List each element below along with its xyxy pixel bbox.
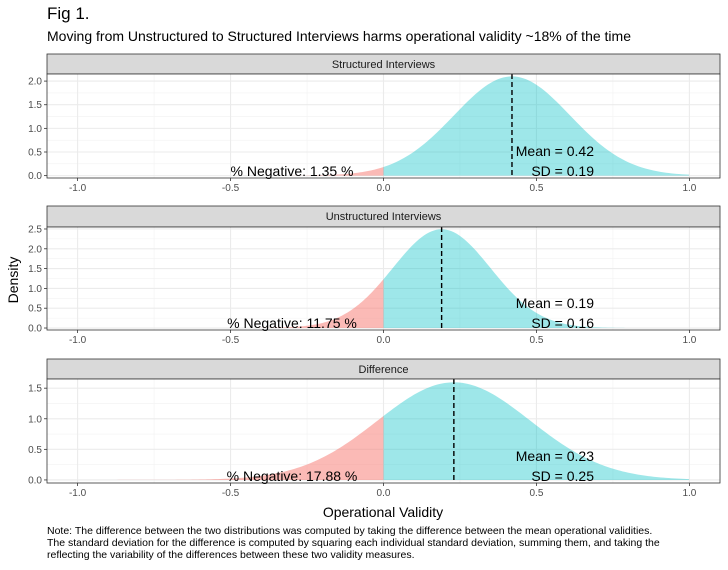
panel-1-strip-label: Structured Interviews — [332, 59, 436, 71]
panel-1-mean-label: Mean = 0.42 — [516, 143, 594, 159]
panel-2-x-tick-label: 1.0 — [682, 335, 696, 346]
panel-3-positive-area — [383, 382, 690, 480]
panel-3: Difference 0.0 0.5 1.0 1.5 -1.0 -0.5 0.0 0.5 1.0 M… — [28, 358, 721, 499]
panel-1-sd-label: SD = 0.19 — [531, 163, 594, 179]
panel-2-mean-label: Mean = 0.19 — [516, 295, 594, 311]
panel-1-x-tick-label: -0.5 — [222, 183, 240, 194]
panel-2-x-tick-label: -0.5 — [222, 335, 240, 346]
panel-3-y-tick-label: 0.0 — [28, 475, 42, 486]
panel-1: Structured Interviews 0.0 0.5 1.0 1.5 2.0 -1.0… — [28, 53, 721, 194]
panel-1-negative-area — [221, 167, 384, 176]
panel-3-y-tick-label: 0.5 — [28, 445, 42, 456]
panel-1-y-tick-label: 0.5 — [28, 148, 42, 159]
panel-1-x-tick-label: 0.5 — [530, 183, 544, 194]
panel-2-negative-label: % Negative: 11.75 % — [227, 315, 357, 331]
panel-2-x-tick-label: -1.0 — [69, 335, 87, 346]
y-axis-label: Density — [5, 257, 21, 304]
panel-2-y-tick-label: 2.5 — [28, 224, 42, 235]
panel-2-x-tick-label: 0.5 — [530, 335, 544, 346]
panel-1-y-tick-label: 2.0 — [28, 77, 42, 88]
panel-2-y-tick-label: 1.0 — [28, 284, 42, 295]
panel-3-negative-label: % Negative: 17.88 % — [227, 468, 358, 484]
note-line-2: The standard deviation for the differenc… — [47, 537, 660, 549]
panel-3-y-tick-label: 1.5 — [28, 384, 42, 395]
panel-1-x-tick-label: 0.0 — [377, 183, 391, 194]
figure-title: Moving from Unstructured to Structured I… — [47, 28, 631, 44]
panel-2: Unstructured Interviews 0.0 0.5 1.0 1.5 2.0 2.… — [28, 205, 721, 346]
panel-2-y-tick-label: 1.5 — [28, 264, 42, 275]
note-line-3: reflecting the variability of the differ… — [47, 549, 415, 561]
panel-2-y-tick-label: 0.5 — [28, 304, 42, 315]
panel-3-x-tick-label: 0.5 — [530, 488, 544, 499]
panel-2-negative-area — [196, 279, 384, 329]
panel-2-strip-label: Unstructured Interviews — [326, 211, 442, 223]
panel-3-negative-area — [77, 416, 384, 480]
panel-2-y-tick-label: 2.0 — [28, 244, 42, 255]
x-axis-label: Operational Validity — [323, 504, 443, 520]
panel-3-x-tick-label: 1.0 — [682, 488, 696, 499]
panel-3-strip-label: Difference — [359, 364, 409, 376]
panel-2-sd-label: SD = 0.16 — [531, 315, 594, 331]
panel-1-positive-area — [383, 76, 690, 176]
figure-label: Fig 1. — [47, 4, 90, 23]
panel-2-x-tick-label: 0.0 — [377, 335, 391, 346]
note-line-1: Note: The difference between the two dis… — [47, 525, 653, 537]
panel-3-mean-label: Mean = 0.23 — [516, 448, 594, 464]
panel-2-positive-area — [383, 229, 687, 329]
panel-3-y-tick-label: 1.0 — [28, 414, 42, 425]
panel-3-sd-label: SD = 0.25 — [531, 468, 594, 484]
panel-3-x-tick-label: 0.0 — [377, 488, 391, 499]
panel-1-y-tick-label: 0.0 — [28, 171, 42, 182]
panel-1-y-tick-label: 1.0 — [28, 124, 42, 135]
panel-3-x-tick-label: -1.0 — [69, 488, 87, 499]
figure-note: Note: The difference between the two dis… — [47, 525, 660, 561]
panel-3-x-tick-label: -0.5 — [222, 488, 240, 499]
panel-1-negative-label: % Negative: 1.35 % — [231, 163, 354, 179]
panel-1-y-tick-label: 1.5 — [28, 100, 42, 111]
panel-1-x-tick-label: 1.0 — [682, 183, 696, 194]
panel-1-x-tick-label: -1.0 — [69, 183, 87, 194]
panel-2-y-tick-label: 0.0 — [28, 324, 42, 335]
